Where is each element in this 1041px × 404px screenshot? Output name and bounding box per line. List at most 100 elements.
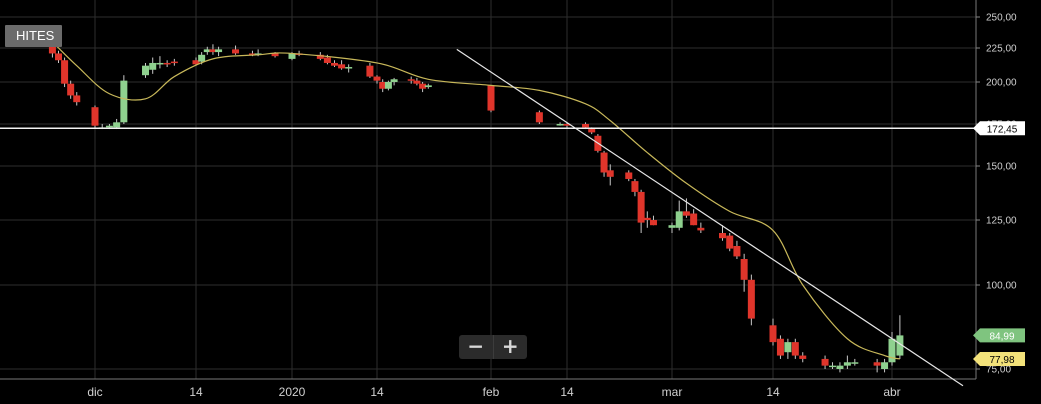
moving-average-tag-text: 77,98 <box>989 355 1014 366</box>
candle-body <box>419 83 427 89</box>
candle-body <box>791 342 799 356</box>
candle-body <box>120 80 128 123</box>
candle <box>821 355 829 369</box>
candle-body <box>379 82 387 89</box>
candle-body <box>105 125 113 128</box>
candle <box>55 50 62 63</box>
candle-body <box>563 124 571 126</box>
candle-body <box>424 85 432 88</box>
candle-body <box>829 365 836 368</box>
candle <box>726 233 734 252</box>
last-price-tag-text: 84,99 <box>989 331 1014 342</box>
trendline[interactable] <box>456 48 964 387</box>
candle <box>113 118 121 130</box>
candle-body <box>149 62 157 70</box>
candle <box>675 200 683 231</box>
candle <box>120 75 128 124</box>
candle-body <box>248 53 256 55</box>
y-tick-label: 200,00 <box>986 78 1017 89</box>
candlestick-series <box>48 43 904 373</box>
y-tick-label: 150,00 <box>986 162 1017 173</box>
candle-body <box>345 67 353 69</box>
y-tick-label: 225,00 <box>986 44 1017 55</box>
candle-body <box>73 95 81 103</box>
last-price-tag-shape <box>973 328 1025 343</box>
candle <box>747 274 755 326</box>
candle <box>888 332 896 366</box>
candle-body <box>271 53 279 57</box>
x-tick-label: 2020 <box>279 385 306 399</box>
candle-body <box>323 57 331 63</box>
candle <box>836 362 844 373</box>
horizontal-line-tag-shape <box>973 121 1025 136</box>
candle <box>338 60 346 70</box>
candle <box>424 83 432 89</box>
candle-body <box>582 124 590 128</box>
candle <box>719 225 726 241</box>
candle-body <box>784 342 792 353</box>
candle-body <box>390 79 398 82</box>
horizontal-line-tag: 172,45 <box>973 121 1025 136</box>
y-axis-ticks: 250,00225,00200,00175,00150,00125,00100,… <box>976 13 1017 376</box>
zoom-in-button[interactable]: + <box>501 334 519 358</box>
candle <box>487 85 495 113</box>
candle <box>209 44 217 55</box>
candle-body <box>556 124 564 126</box>
candle-body <box>170 61 178 64</box>
candle-body <box>254 53 262 55</box>
candle-body <box>821 358 829 366</box>
candle-body <box>799 355 807 359</box>
candle <box>799 352 807 363</box>
candle <box>91 105 99 130</box>
x-tick-label: abr <box>883 385 900 399</box>
candle-body <box>142 65 149 76</box>
candle <box>784 338 792 359</box>
candle <box>631 178 639 197</box>
candle <box>170 58 178 66</box>
candle <box>791 338 799 359</box>
candle-body <box>740 259 748 280</box>
candle-body <box>896 335 904 356</box>
candle <box>776 335 784 359</box>
zoom-out-button[interactable]: − <box>467 334 485 358</box>
x-tick-label: dic <box>87 385 102 399</box>
candle-body <box>888 338 896 363</box>
candle-body <box>373 76 381 81</box>
candle <box>192 57 200 66</box>
candle <box>851 358 859 366</box>
candle <box>690 209 698 226</box>
candle-body <box>316 54 324 59</box>
candle-body <box>637 191 645 223</box>
candle <box>668 222 676 233</box>
candle <box>413 77 421 86</box>
candle-body <box>535 112 543 123</box>
candle <box>345 64 353 73</box>
candle-body <box>413 80 421 84</box>
candle <box>142 62 149 78</box>
candle <box>390 77 398 86</box>
candle <box>769 318 777 346</box>
candle <box>535 110 543 124</box>
candle-body <box>384 82 392 89</box>
candle <box>61 57 69 88</box>
candle <box>67 80 75 99</box>
ticker-label[interactable]: HITES <box>5 25 63 47</box>
moving-average-tag-shape <box>973 351 1025 366</box>
candle <box>697 222 705 233</box>
candle <box>163 60 171 68</box>
candle-body <box>48 45 56 54</box>
x-tick-label: 14 <box>560 385 574 399</box>
candle <box>881 358 889 373</box>
candle-body <box>690 213 698 226</box>
candle-body <box>733 246 741 257</box>
candle <box>384 80 392 91</box>
candle-body <box>61 60 69 84</box>
horizontal-line-tag-text: 172,45 <box>987 124 1018 135</box>
candle <box>643 211 651 228</box>
moving-average-tag: 77,98 <box>973 351 1025 366</box>
candle-body <box>55 53 62 61</box>
x-axis-ticks: dic 14 2020 14 feb 14 mar 14 abr <box>87 385 900 399</box>
candle-body <box>881 362 889 369</box>
x-tick-label: feb <box>483 385 500 399</box>
